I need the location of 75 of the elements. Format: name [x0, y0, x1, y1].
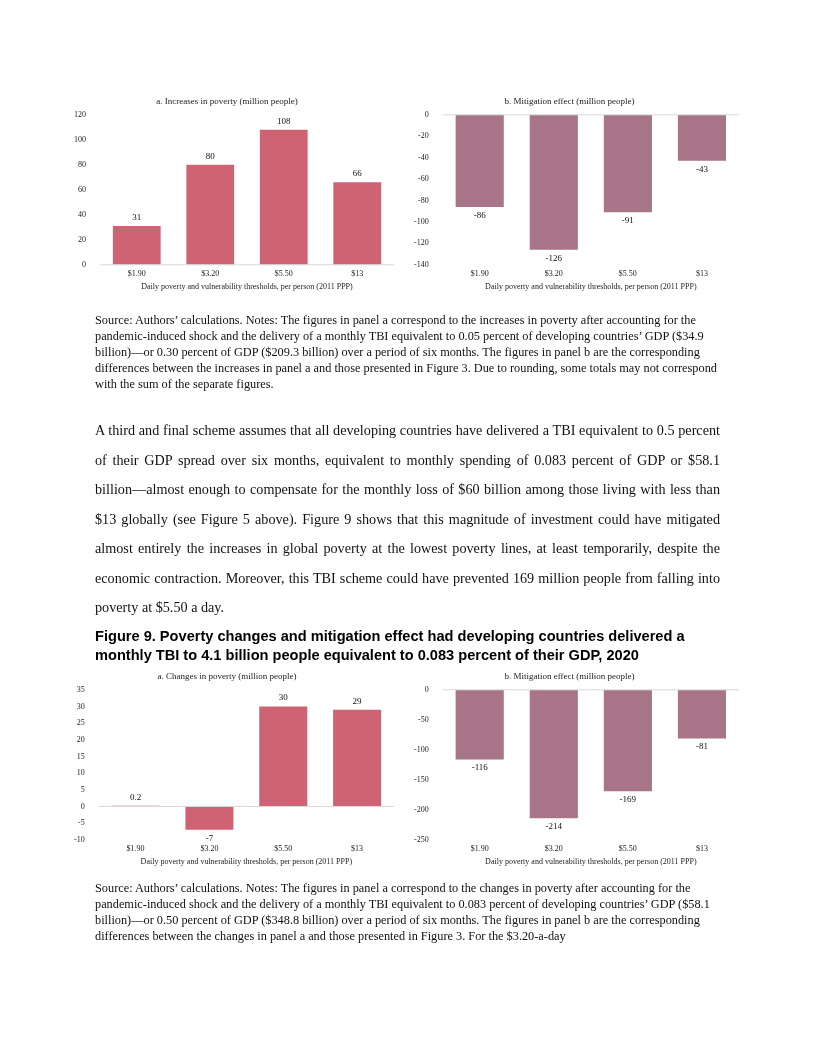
y-tick-label: 10 — [76, 768, 85, 778]
x-tick-label: $13 — [351, 843, 364, 853]
y-tick-label: -80 — [417, 195, 429, 205]
data-label: -7 — [205, 832, 214, 843]
y-tick-label: 60 — [78, 184, 86, 194]
x-tick-label: $3.20 — [544, 843, 563, 853]
x-tick-label: $3.20 — [200, 843, 219, 853]
data-label: 80 — [205, 150, 216, 161]
y-tick-label: 80 — [78, 159, 86, 169]
data-label: 0.2 — [129, 791, 142, 802]
y-tick-label: -100 — [413, 744, 429, 754]
y-tick-label: -200 — [413, 804, 429, 814]
y-tick-label: 15 — [76, 751, 85, 761]
x-tick-label: $1.90 — [470, 268, 489, 278]
text: Figure 9. Poverty changes and mitigation effect had developing countries delivered a monthly TBI to 4.1 billion people equivalent to 0.083 percent of their GDP, 2020 — [95, 627, 686, 665]
data-label: -81 — [695, 741, 708, 752]
x-tick-label: $3.20 — [544, 268, 563, 278]
y-tick-label: 35 — [76, 684, 85, 694]
chart-title: a. Increases in poverty (million people) — [156, 95, 298, 106]
y-tick-label: 0 — [424, 684, 429, 694]
y-tick-label: -5 — [77, 818, 85, 828]
y-tick-label: -150 — [413, 774, 429, 784]
source-note: Source: Authors’ calculations. Notes: The figures in panel a correspond to the increases in poverty after accounting for the pandemic-induced shock and the delivery of a monthly TBI equivalent to 0.05 percent of developing countries’ GDP ($34.9 billion)—or 0.30 percent of GDP ($209.3 billion) over a period of six months. The figures in panel b are the corresponding differences between the increases in panel a and those presented in Figure 3. Due to rounding, some totals may not correspond with the sum of the separate figures. — [95, 312, 718, 392]
y-tick-label: -20 — [417, 131, 429, 141]
y-tick-label: 40 — [78, 209, 86, 219]
data-label: -43 — [695, 163, 709, 174]
x-tick-label: $1.90 — [470, 843, 489, 853]
data-label: -91 — [621, 215, 634, 226]
x-tick-label: $1.90 — [127, 268, 146, 278]
y-tick-label: -40 — [417, 152, 429, 162]
text: A third and final scheme assumes that all developing countries have delivered a TBI equivalent to 0.5 percent of their GDP spread over six months, equivalent to monthly spending of 0.083 percent of GDP or $58.1 billion—almost enough to compensate for the monthly loss of $60 billion among those living with less than $13 globally (see Figure 5 above). Figure 9 shows that this magnitude of investment could have mitigated almost entirely the increases in global poverty at the lowest poverty lines, at least temporarily, despite the economic contraction. Moreover, this TBI scheme could have prevented 169 million people from falling into poverty at $5.50 a day. — [95, 421, 720, 617]
x-axis-title: Daily poverty and vulnerability thresholds, per person (2011 PPP) — [140, 857, 353, 867]
y-tick-label: 20 — [78, 234, 86, 244]
x-tick-label: $1.90 — [126, 843, 145, 853]
y-tick-label: 120 — [74, 109, 86, 119]
y-tick-label: 0 — [82, 259, 86, 269]
y-tick-label: 0 — [424, 109, 429, 119]
y-tick-label: 30 — [76, 701, 85, 711]
y-tick-label: -140 — [413, 259, 429, 269]
data-label: 31 — [132, 211, 142, 222]
x-tick-label: $5.50 — [618, 843, 637, 853]
data-label: 66 — [352, 168, 363, 179]
chart-title: b. Mitigation effect (million people) — [504, 670, 635, 681]
x-tick-label: $13 — [695, 843, 708, 853]
data-label: -86 — [473, 209, 487, 220]
y-tick-label: -60 — [417, 174, 429, 184]
y-tick-label: -120 — [413, 238, 429, 248]
y-tick-label: -250 — [413, 834, 429, 844]
y-tick-label: -100 — [413, 217, 429, 227]
y-tick-label: -10 — [73, 834, 85, 844]
chart-title: b. Mitigation effect (million people) — [504, 95, 635, 106]
data-label: 29 — [352, 695, 363, 706]
x-tick-label: $13 — [351, 268, 364, 278]
y-tick-label: 20 — [76, 734, 85, 744]
y-tick-label: 5 — [80, 784, 85, 794]
x-axis-title: Daily poverty and vulnerability thresholds, per person (2011 PPP) — [485, 282, 697, 292]
data-label: -116 — [471, 762, 489, 773]
y-tick-label: -50 — [417, 714, 429, 724]
y-tick-label: 100 — [74, 134, 86, 144]
y-tick-label: 0 — [80, 801, 85, 811]
data-label: 108 — [277, 115, 291, 126]
x-tick-label: $5.50 — [274, 268, 293, 278]
x-axis-title: Daily poverty and vulnerability thresholds, per person (2011 PPP) — [141, 282, 354, 292]
data-label: 30 — [278, 692, 289, 703]
x-tick-label: $5.50 — [618, 268, 637, 278]
data-label: -169 — [619, 794, 637, 805]
chart-title: a. Changes in poverty (million people) — [157, 670, 297, 681]
data-label: -214 — [545, 821, 563, 832]
source-note: Source: Authors’ calculations. Notes: The figures in panel a correspond to the changes in poverty after accounting for the pandemic-induced shock and the delivery of a monthly TBI equivalent to 0.083 percent of developing countries’ GDP ($58.1 billion)—or 0.50 percent of GDP ($348.8 billion) over a period of six months. The figures in panel b are the corresponding differences between the changes in panel a and those presented in Figure 3. For the $3.20-a-day — [95, 880, 711, 944]
x-axis-title: Daily poverty and vulnerability thresholds, per person (2011 PPP) — [485, 857, 697, 867]
x-tick-label: $5.50 — [274, 843, 293, 853]
data-label: -126 — [545, 252, 563, 263]
x-tick-label: $3.20 — [201, 268, 220, 278]
x-tick-label: $13 — [695, 268, 708, 278]
y-tick-label: 25 — [76, 718, 85, 728]
